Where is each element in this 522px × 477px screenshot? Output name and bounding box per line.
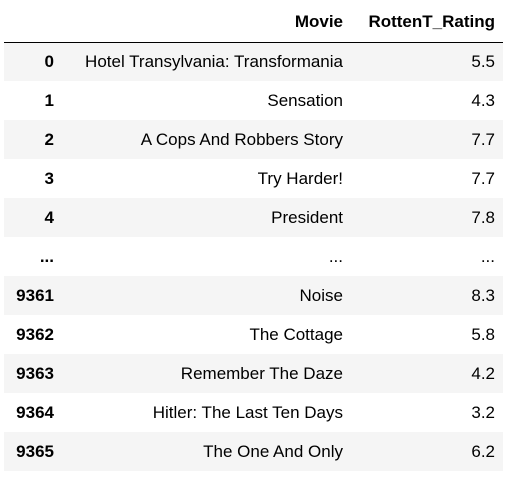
row-index: 9365 <box>16 441 54 461</box>
movie-cell: Try Harder! <box>257 168 343 188</box>
table-row: 9365 The One And Only 6.2 <box>4 432 503 471</box>
dataframe-table: Movie RottenT_Rating 0 Hotel Transylvani… <box>4 2 503 471</box>
rating-cell: 6.2 <box>471 441 495 461</box>
table-row: 4 President 7.8 <box>4 198 503 237</box>
movie-cell: A Cops And Robbers Story <box>140 129 343 149</box>
table-header: Movie RottenT_Rating <box>4 2 503 43</box>
row-index: 4 <box>44 207 54 227</box>
rating-cell: 7.8 <box>471 207 495 227</box>
rating-cell: 7.7 <box>471 129 495 149</box>
table-row: 9362 The Cottage 5.8 <box>4 315 503 354</box>
row-index: ... <box>39 246 54 266</box>
row-index: 0 <box>44 51 54 71</box>
table-row: 0 Hotel Transylvania: Transformania 5.5 <box>4 42 503 81</box>
movie-cell: Hitler: The Last Ten Days <box>152 402 343 422</box>
row-index: 1 <box>44 90 54 110</box>
rating-cell: 8.3 <box>471 285 495 305</box>
movie-cell: President <box>271 207 343 227</box>
rating-cell: 3.2 <box>471 402 495 422</box>
rating-cell: 5.8 <box>471 324 495 344</box>
table-row: 2 A Cops And Robbers Story 7.7 <box>4 120 503 159</box>
table-row: 3 Try Harder! 7.7 <box>4 159 503 198</box>
rating-cell: 4.2 <box>471 363 495 383</box>
movie-cell: Remember The Daze <box>180 363 343 383</box>
row-index: 9361 <box>16 285 54 305</box>
movie-cell: ... <box>328 246 343 266</box>
movie-column-header: Movie <box>62 2 351 43</box>
rating-column-header: RottenT_Rating <box>351 2 503 43</box>
movie-cell: The Cottage <box>249 324 343 344</box>
rating-cell: 4.3 <box>471 90 495 110</box>
index-column-header <box>4 2 62 43</box>
movie-cell: Sensation <box>267 90 343 110</box>
movie-cell: Noise <box>299 285 343 305</box>
table-row: 9363 Remember The Daze 4.2 <box>4 354 503 393</box>
rating-cell: 5.5 <box>471 51 495 71</box>
row-index: 9362 <box>16 324 54 344</box>
rating-cell: 7.7 <box>471 168 495 188</box>
row-index: 9363 <box>16 363 54 383</box>
table-row: 9361 Noise 8.3 <box>4 276 503 315</box>
row-index: 2 <box>44 129 54 149</box>
table-row: 1 Sensation 4.3 <box>4 81 503 120</box>
movie-cell: The One And Only <box>203 441 343 461</box>
table-row: 9364 Hitler: The Last Ten Days 3.2 <box>4 393 503 432</box>
row-index: 9364 <box>16 402 54 422</box>
header-row: Movie RottenT_Rating <box>4 2 503 43</box>
ellipsis-row: ... ... ... <box>4 237 503 276</box>
movie-cell: Hotel Transylvania: Transformania <box>85 51 343 71</box>
row-index: 3 <box>44 168 54 188</box>
table-body: 0 Hotel Transylvania: Transformania 5.5 … <box>4 42 503 471</box>
rating-cell: ... <box>480 246 495 266</box>
